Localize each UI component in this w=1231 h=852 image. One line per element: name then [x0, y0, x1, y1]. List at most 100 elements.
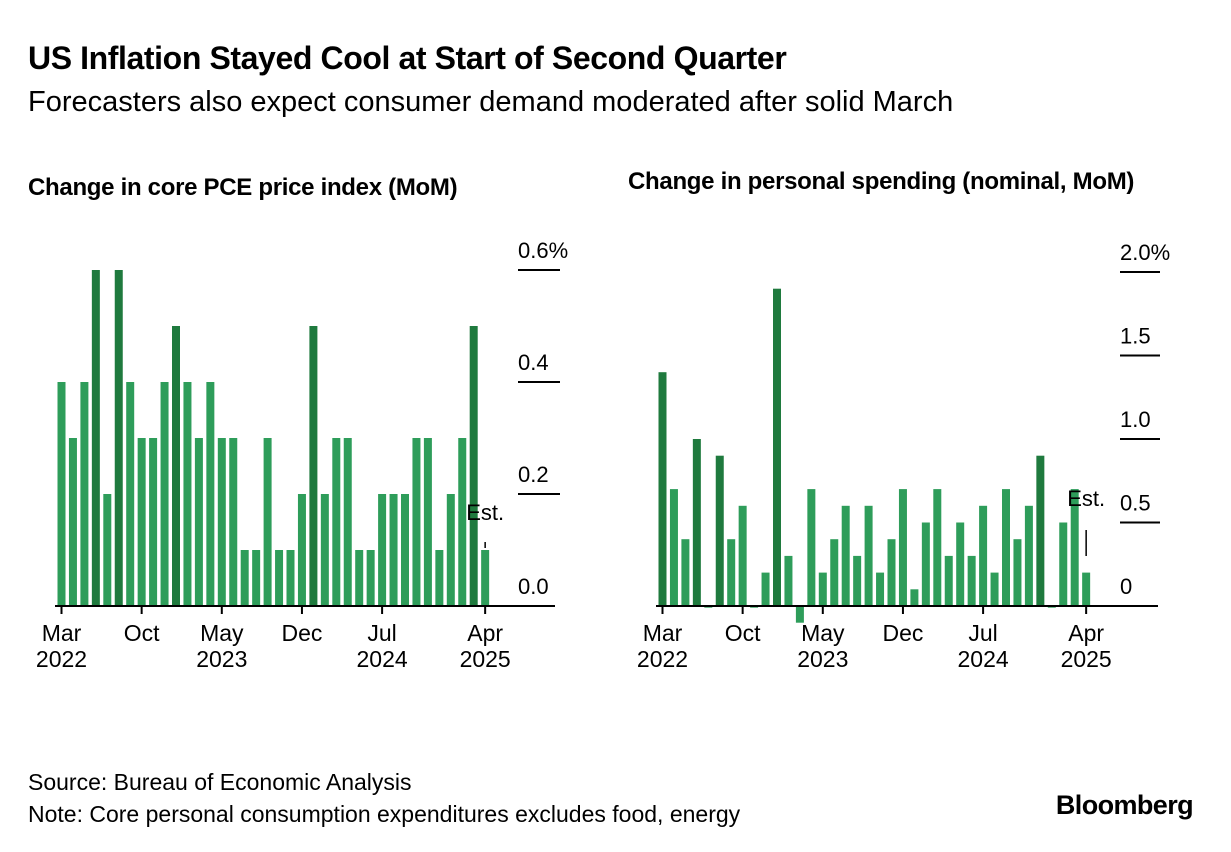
pce-bar [275, 550, 284, 606]
pce-bar [401, 494, 409, 606]
pce-x-tick-label: Mar [42, 620, 82, 646]
spending-bar [841, 505, 850, 606]
pce-bar [366, 550, 375, 606]
pce-bar [469, 326, 478, 606]
spending-bar [876, 572, 885, 606]
pce-bar [194, 438, 203, 606]
chart-subtitle: Forecasters also expect consumer demand … [28, 86, 954, 118]
pce-bar [252, 550, 261, 606]
spending-bar [887, 539, 896, 606]
source-note: Source: Bureau of Economic Analysis [28, 769, 412, 795]
spending-y-tick-label: 0.5 [1120, 491, 1151, 516]
pce-x-tick-year-label: 2024 [357, 646, 408, 672]
spending-bar [1059, 522, 1068, 606]
footer-notes: Source: Bureau of Economic Analysis Note… [28, 766, 740, 830]
spending-x-tick-year-label: 2022 [637, 646, 688, 672]
spending-y-tick-label: 0 [1120, 574, 1132, 599]
spending-bar [933, 489, 942, 606]
pce-x-tick-label: Oct [124, 620, 160, 646]
panel-title-personal-spending: Change in personal spending (nominal, Mo… [628, 168, 1135, 195]
spending-x-tick-year-label: 2023 [797, 646, 848, 672]
spending-y-tick-label: 2.0% [1120, 240, 1170, 265]
pce-bar [423, 438, 432, 606]
pce-bar [91, 270, 100, 606]
bloomberg-logo: Bloomberg [1055, 790, 1194, 820]
spending-bar [1036, 455, 1045, 606]
pce-bar [103, 494, 112, 606]
spending-bar [910, 589, 919, 606]
pce-y-tick-label: 0.0 [518, 574, 549, 599]
pce-bar [57, 382, 66, 606]
pce-bar [149, 438, 158, 606]
pce-bar [126, 382, 135, 606]
spending-y-tick-label: 1.5 [1120, 324, 1151, 349]
pce-bar [320, 494, 329, 606]
spending-bar [979, 505, 988, 606]
pce-bar [309, 326, 318, 606]
spending-bar [853, 555, 862, 606]
spending-bar [990, 572, 999, 606]
pce-bar [412, 438, 421, 606]
spending-bar [795, 606, 804, 623]
pce-x-tick-label: Jul [367, 620, 396, 646]
pce-bar [481, 550, 490, 606]
pce-bar [183, 382, 192, 606]
chart-title: US Inflation Stayed Cool at Start of Sec… [28, 40, 787, 76]
spending-bar [898, 489, 907, 606]
spending-bar [727, 539, 736, 606]
pce-bar [229, 438, 238, 606]
spending-x-tick-label: Jul [968, 620, 997, 646]
spending-bar [738, 505, 747, 606]
spending-x-tick-label: May [801, 620, 845, 646]
pce-x-tick-year-label: 2025 [460, 646, 511, 672]
spending-bar [921, 522, 930, 606]
spending-bar [773, 288, 781, 606]
spending-bar [784, 555, 793, 606]
spending-x-tick-label: Apr [1068, 620, 1104, 646]
spending-x-tick-label: Dec [882, 620, 923, 646]
pce-bar [240, 550, 249, 606]
pce-bar [435, 550, 444, 606]
spending-estimate-label: Est. [1067, 486, 1105, 511]
pce-bar [114, 270, 123, 606]
spending-x-tick-label: Mar [643, 620, 683, 646]
spending-bar [1070, 489, 1079, 606]
spending-bar [807, 489, 816, 606]
footnote: Note: Core personal consumption expendit… [28, 801, 741, 827]
pce-y-tick-label: 0.2 [518, 462, 549, 487]
pce-x-tick-label: Apr [467, 620, 503, 646]
pce-bar [297, 494, 306, 606]
spending-bar [669, 489, 678, 606]
pce-bar [160, 382, 169, 606]
spending-x-tick-year-label: 2025 [1061, 646, 1112, 672]
spending-bar [715, 455, 724, 606]
pce-x-tick-year-label: 2022 [36, 646, 87, 672]
pce-bar [355, 550, 364, 606]
spending-bar [830, 539, 839, 606]
spending-y-tick-label: 1.0 [1120, 407, 1151, 432]
spending-bar [967, 555, 976, 606]
spending-bar [681, 539, 690, 606]
spending-bar [818, 572, 827, 606]
spending-bar [761, 572, 770, 606]
spending-x-tick-year-label: 2024 [958, 646, 1009, 672]
pce-bar [80, 382, 89, 606]
pce-bar [172, 326, 180, 606]
spending-bar [944, 555, 953, 606]
pce-bar [378, 494, 387, 606]
pce-bar [343, 438, 352, 606]
pce-bar [217, 438, 226, 606]
pce-bar [458, 438, 467, 606]
pce-bar [68, 438, 77, 606]
pce-bar [389, 494, 398, 606]
pce-x-tick-label: Dec [281, 620, 322, 646]
pce-estimate-label: Est. [466, 500, 504, 525]
pce-x-tick-year-label: 2023 [196, 646, 247, 672]
pce-bar [137, 438, 146, 606]
pce-x-tick-label: May [200, 620, 244, 646]
spending-bar [1082, 572, 1091, 606]
spending-bar [658, 372, 667, 606]
pce-bar [446, 494, 455, 606]
spending-bar [692, 439, 701, 606]
